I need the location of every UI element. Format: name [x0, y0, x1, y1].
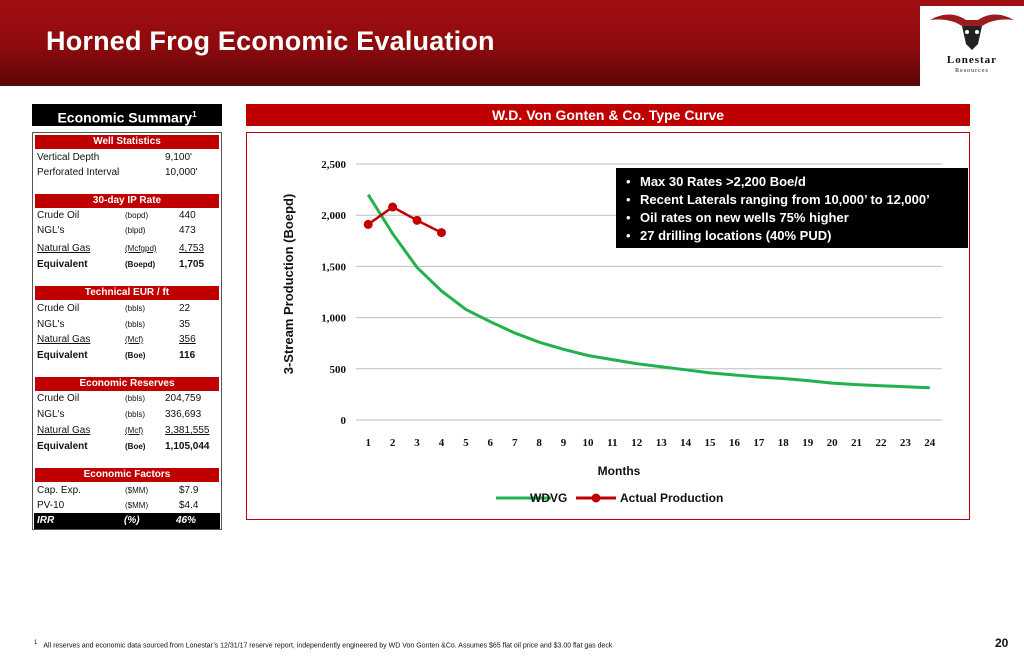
x-tick-label: 14 — [680, 437, 692, 449]
economic-factors-header: Economic Factors — [35, 468, 219, 482]
x-tick-label: 3 — [414, 437, 420, 449]
annotation-text: 27 drilling locations (40% PUD) — [640, 228, 831, 243]
longhorn-icon — [930, 14, 1014, 50]
x-tick-label: 15 — [705, 437, 717, 449]
y-tick-label: 2,500 — [321, 159, 346, 171]
legend-actual-marker — [591, 493, 601, 503]
x-tick-label: 19 — [802, 437, 814, 449]
stat-row: PV-10 ($MM) $4.4 — [37, 500, 199, 511]
y-tick-label: 0 — [341, 415, 347, 427]
actual-production-line — [367, 205, 443, 234]
logo-subtitle: Resources — [955, 68, 989, 74]
page-number: 20 — [995, 636, 1009, 650]
chart-legend: WDVG Actual Production — [496, 491, 723, 505]
legend-wdvg-label: WDVG — [530, 491, 567, 505]
well-statistics-header: Well Statistics — [35, 135, 219, 149]
annotation-bullet: • — [626, 210, 631, 225]
stat-row: Cap. Exp. ($MM) $7.9 — [37, 485, 199, 496]
annotation-bullet: • — [626, 192, 631, 207]
x-tick-label: 6 — [488, 437, 494, 449]
stat-row: Perforated Interval 10,000' — [37, 167, 198, 178]
x-axis-ticks: 1 2 3 4 5 6 7 8 9 10 11 12 13 14 15 16 17 18 19 20 21 22 23 24 — [365, 437, 935, 449]
page-title: Horned Frog Economic Evaluation — [46, 26, 495, 56]
economic-summary-panel: Well Statistics Vertical Depth 9,100' Pe… — [32, 132, 222, 530]
annotation-text: Max 30 Rates >2,200 Boe/d — [640, 174, 806, 189]
company-logo: Lonestar Resources — [920, 6, 1024, 86]
x-tick-label: 1 — [365, 437, 371, 449]
chart-series — [363, 193, 930, 390]
x-axis-label: Months — [598, 464, 641, 478]
x-tick-label: 9 — [561, 437, 567, 449]
x-tick-label: 13 — [656, 437, 668, 449]
stat-row: Equivalent (Boe) 116 — [37, 350, 196, 361]
y-axis-ticks: 0 500 1,000 1,500 2,000 2,500 — [321, 159, 346, 427]
stat-row: Crude Oil (bopd) 440 — [37, 210, 196, 221]
stat-row: Equivalent (Boepd) 1,705 — [37, 259, 205, 270]
x-tick-label: 21 — [851, 437, 862, 449]
x-tick-label: 16 — [729, 437, 741, 449]
logo-name: Lonestar — [946, 54, 998, 66]
annotation-bullet: • — [626, 228, 631, 243]
x-tick-label: 17 — [753, 437, 765, 449]
economic-summary-header: Economic Summary1 — [32, 104, 222, 126]
x-tick-label: 12 — [631, 437, 643, 449]
x-tick-label: 24 — [924, 437, 936, 449]
x-tick-label: 23 — [900, 437, 912, 449]
stat-row: Vertical Depth 9,100' — [37, 152, 192, 163]
x-tick-label: 10 — [582, 437, 594, 449]
ip-rate-header: 30-day IP Rate — [35, 194, 219, 208]
stat-row: Natural Gas (Mcfgpd) 4,753 — [37, 243, 205, 254]
annotation-bullet: • — [626, 174, 631, 189]
eur-header: Technical EUR / ft — [35, 286, 219, 300]
title-banner: Horned Frog Economic Evaluation — [0, 0, 1024, 86]
x-tick-label: 11 — [607, 437, 617, 449]
actual-production-point — [388, 202, 398, 212]
irr-row: IRR (%) 46% — [34, 513, 220, 529]
wdvg-series-line — [366, 193, 930, 390]
stat-row: NGL's (blpd) 473 — [37, 225, 196, 236]
actual-production-point — [363, 219, 373, 229]
stat-row: Equivalent (Boe) 1,105,044 — [37, 441, 210, 452]
reserves-header: Economic Reserves — [35, 377, 219, 391]
legend-actual-label: Actual Production — [620, 491, 723, 505]
x-tick-label: 8 — [536, 437, 542, 449]
stat-row: Crude Oil (bbls) 204,759 — [37, 393, 202, 404]
y-tick-label: 1,500 — [321, 261, 346, 273]
y-axis-label: 3-Stream Production (Boepd) — [281, 194, 296, 375]
annotation-box: • Max 30 Rates >2,200 Boe/d • Recent Lat… — [616, 168, 968, 248]
y-tick-label: 500 — [330, 364, 347, 376]
stat-row: NGL's (bbls) 336,693 — [37, 409, 202, 420]
actual-production-point — [412, 215, 422, 225]
chart-frame — [246, 132, 970, 520]
stat-row: NGL's (bbls) 35 — [37, 319, 191, 330]
actual-production-point — [436, 228, 446, 238]
annotation-text: Recent Laterals ranging from 10,000’ to … — [640, 192, 930, 207]
stat-row: Natural Gas (Mcf) 3,381,555 — [37, 425, 210, 436]
x-tick-label: 22 — [875, 437, 887, 449]
x-tick-label: 5 — [463, 437, 469, 449]
x-tick-label: 18 — [778, 437, 790, 449]
x-tick-label: 2 — [390, 437, 396, 449]
stat-row: Crude Oil (bbls) 22 — [37, 303, 191, 314]
y-tick-label: 2,000 — [321, 210, 346, 222]
annotation-text: Oil rates on new wells 75% higher — [640, 210, 849, 225]
footnote: 1 All reserves and economic data sourced … — [34, 640, 613, 650]
y-tick-label: 1,000 — [321, 313, 346, 325]
stat-row: Natural Gas (Mcf) 356 — [37, 334, 196, 345]
chart-header: W.D. Von Gonten & Co. Type Curve — [246, 104, 970, 126]
x-tick-label: 7 — [512, 437, 518, 449]
x-tick-label: 20 — [827, 437, 839, 449]
x-tick-label: 4 — [439, 437, 445, 449]
